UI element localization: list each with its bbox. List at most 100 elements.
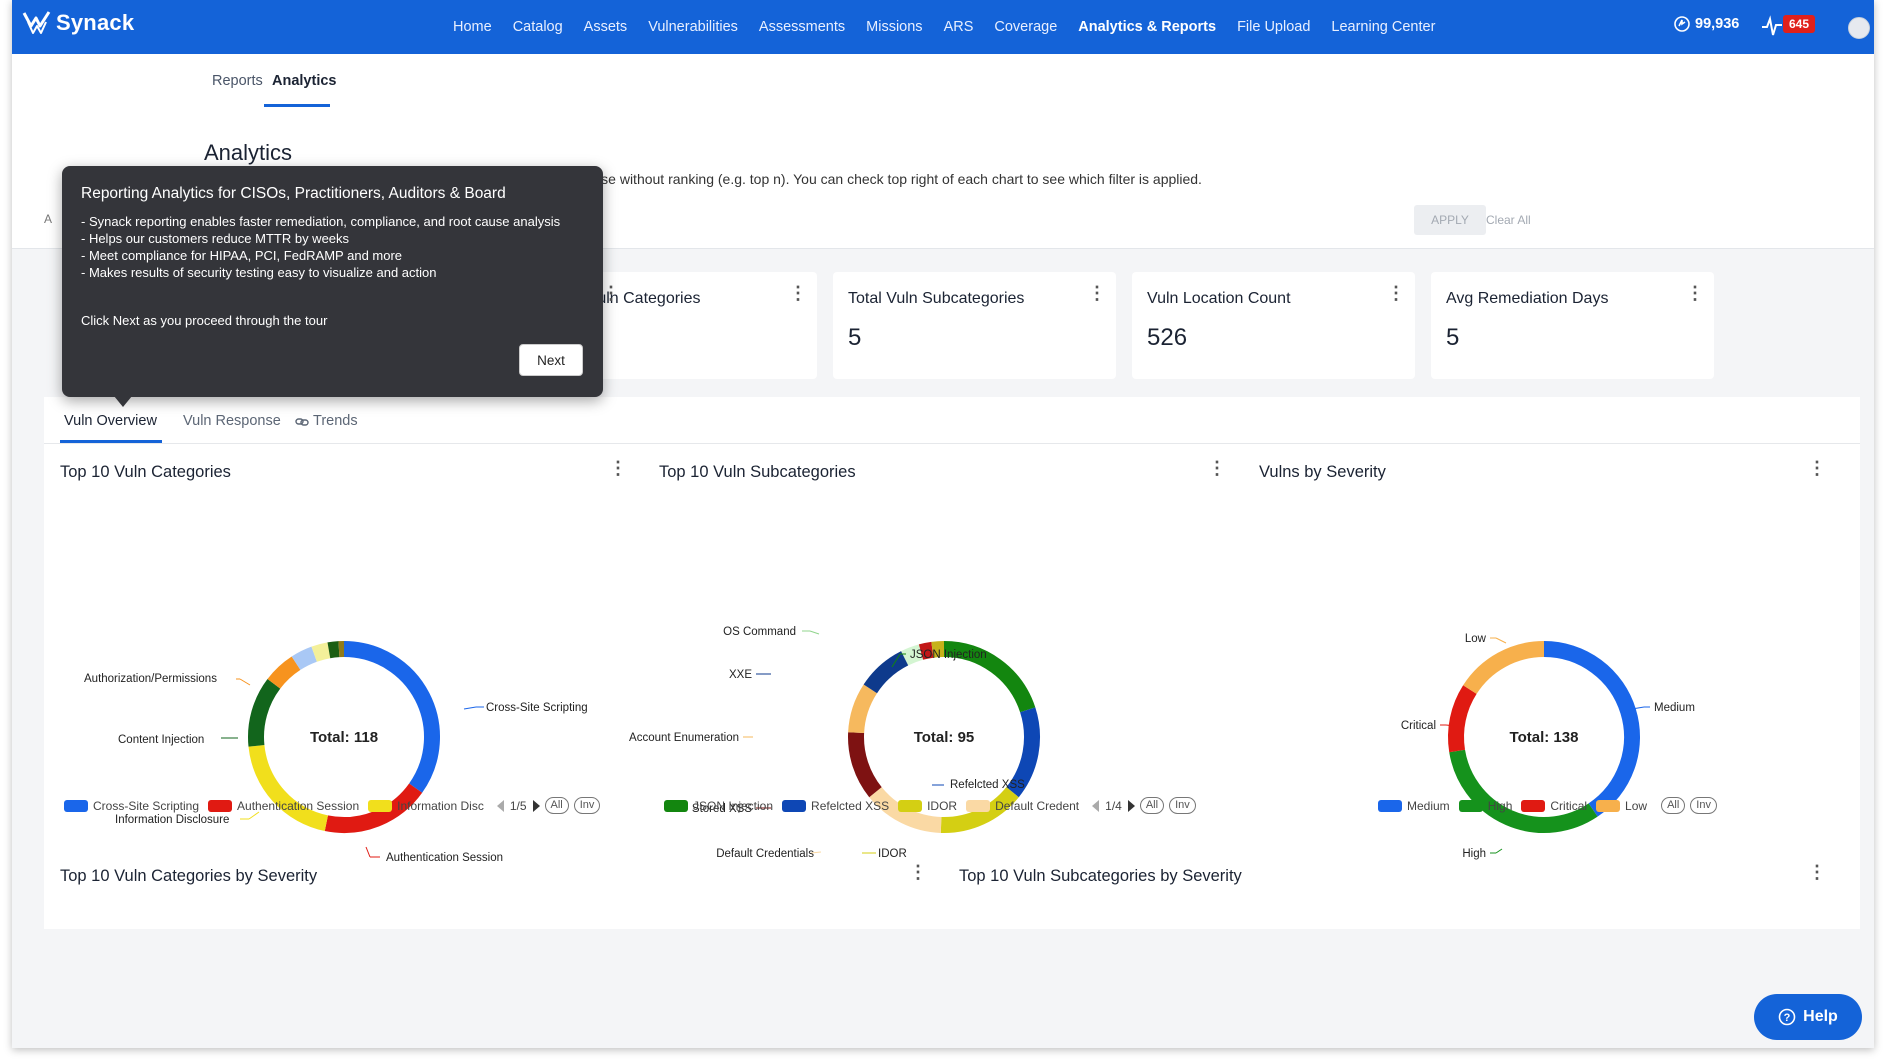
- notification-badge[interactable]: 645: [1783, 15, 1816, 33]
- legend-item[interactable]: Critical: [1521, 799, 1587, 813]
- kebab-menu-icon[interactable]: ⋮: [1387, 283, 1405, 303]
- kpi-value: 526: [1147, 324, 1188, 351]
- legend-item[interactable]: JSON Injection: [664, 799, 773, 813]
- donut-slice-authorization-permissions[interactable]: [267, 656, 301, 689]
- donut-slice-other-5[interactable]: [291, 646, 318, 671]
- donut-slice-cross-site-scripting[interactable]: [343, 641, 440, 793]
- legend-invert-button[interactable]: Inv: [1690, 797, 1717, 814]
- donut-slice-account-enumeration[interactable]: [848, 684, 878, 734]
- donut-slice-os-command[interactable]: [901, 644, 924, 666]
- nav-assets[interactable]: Assets: [583, 19, 628, 35]
- nav-coverage[interactable]: Coverage: [994, 19, 1058, 35]
- legend-item[interactable]: Refelcted XSS: [782, 799, 889, 813]
- donut-chart-vuln-categories: Cross-Site Scripting Authentication Sess…: [84, 640, 588, 864]
- kebab-menu-icon[interactable]: ⋮: [909, 862, 927, 882]
- kebab-menu-icon[interactable]: ⋮: [789, 283, 807, 303]
- kebab-menu-icon[interactable]: ⋮: [602, 284, 620, 302]
- clear-all-link[interactable]: Clear All: [1486, 213, 1531, 227]
- legend-item[interactable]: Cross-Site Scripting: [64, 799, 199, 813]
- nav-analytics-reports[interactable]: Analytics & Reports: [1078, 19, 1217, 35]
- donut-slice-other-8[interactable]: [918, 641, 934, 660]
- prev-page-icon[interactable]: [1092, 799, 1100, 812]
- donut-slice-high[interactable]: [1449, 749, 1598, 833]
- donut-slice-idor[interactable]: [940, 786, 1019, 833]
- donut-slice-default-credentials[interactable]: [869, 786, 942, 833]
- donut-slice-xxe[interactable]: [863, 651, 909, 694]
- slice-label: Authorization/Permissions: [84, 673, 217, 685]
- apply-button[interactable]: APPLY: [1414, 205, 1486, 235]
- legend-all-button[interactable]: All: [544, 797, 569, 814]
- slice-label: Stored XSS: [692, 803, 752, 815]
- tab-vuln-response[interactable]: Vuln Response: [183, 413, 281, 429]
- activity-icon[interactable]: [1762, 14, 1782, 38]
- app-window: Synack Home Catalog Assets Vulnerabiliti…: [12, 0, 1874, 1048]
- synack-logo[interactable]: Synack: [22, 10, 134, 36]
- donut-slice-content-injection[interactable]: [248, 679, 281, 747]
- kebab-menu-icon[interactable]: ⋮: [1208, 458, 1226, 478]
- user-avatar[interactable]: [1848, 17, 1870, 39]
- donut-slice-other-9[interactable]: [931, 641, 945, 658]
- tab-trends[interactable]: Trends: [313, 413, 358, 429]
- donut-slice-json-injection[interactable]: [943, 641, 1036, 713]
- page-indicator: 1/4: [1105, 798, 1122, 813]
- donut-slice-medium[interactable]: [1543, 641, 1640, 817]
- donut-slice-other-7[interactable]: [327, 641, 340, 659]
- nav-catalog[interactable]: Catalog: [512, 19, 563, 35]
- nav-file-upload[interactable]: File Upload: [1237, 19, 1311, 35]
- donut-slice-low[interactable]: [1463, 641, 1545, 695]
- slice-label: High: [1462, 848, 1486, 860]
- points-counter[interactable]: 99,936: [1674, 16, 1739, 32]
- kebab-menu-icon[interactable]: ⋮: [1088, 283, 1106, 303]
- filter-label-fragment: A: [44, 212, 53, 226]
- legend-swatch: [208, 799, 233, 812]
- kpi-title: Avg Remediation Days: [1446, 290, 1609, 307]
- kebab-menu-icon[interactable]: ⋮: [1808, 862, 1826, 882]
- legend-item[interactable]: Default Credent: [966, 799, 1079, 813]
- legend-label: Cross-Site Scripting: [93, 798, 200, 813]
- tab-reports[interactable]: Reports: [212, 73, 263, 89]
- next-page-icon[interactable]: [532, 799, 540, 812]
- legend-invert-button[interactable]: Inv: [1169, 797, 1196, 814]
- legend-item[interactable]: High: [1458, 799, 1512, 813]
- page-title: Analytics: [204, 140, 293, 165]
- chart-title-vuln-subcategories-by-severity: Top 10 Vuln Subcategories by Severity: [959, 867, 1242, 885]
- legend-swatch: [782, 799, 807, 812]
- chart-title-top-vuln-categories: Top 10 Vuln Categories: [60, 463, 231, 481]
- nav-home[interactable]: Home: [453, 19, 492, 35]
- legend-swatch: [966, 799, 991, 812]
- slice-label: IDOR: [878, 848, 907, 860]
- legend-item[interactable]: Authentication Session: [208, 799, 359, 813]
- nav-assessments[interactable]: Assessments: [758, 19, 846, 35]
- nav-ars[interactable]: ARS: [943, 19, 974, 35]
- donut-slice-authentication-session[interactable]: [324, 783, 423, 833]
- legend-invert-button[interactable]: Inv: [573, 797, 601, 814]
- tour-next-button[interactable]: Next: [519, 344, 583, 376]
- prev-page-icon[interactable]: [496, 799, 504, 812]
- nav-learning-center[interactable]: Learning Center: [1331, 19, 1436, 35]
- donut-slice-critical[interactable]: [1448, 685, 1477, 753]
- tab-analytics[interactable]: Analytics: [272, 73, 337, 89]
- next-page-icon[interactable]: [1127, 799, 1135, 812]
- kebab-menu-icon[interactable]: ⋮: [1808, 458, 1826, 478]
- tab-vuln-overview[interactable]: Vuln Overview: [64, 413, 157, 429]
- donut-slice-stored-xss[interactable]: [848, 732, 882, 798]
- donut-slice-other-6[interactable]: [311, 642, 331, 662]
- kebab-menu-icon[interactable]: ⋮: [1686, 283, 1704, 303]
- points-icon: [1674, 16, 1690, 32]
- page-indicator: 1/5: [509, 798, 527, 813]
- legend-item[interactable]: Low: [1596, 799, 1647, 813]
- help-button[interactable]: ? Help: [1754, 994, 1862, 1040]
- kpi-card-total-vuln-subcategories: Total Vuln Subcategories 5 ⋮: [833, 272, 1116, 379]
- legend-item[interactable]: Medium: [1378, 799, 1450, 813]
- legend-all-button[interactable]: All: [1661, 797, 1686, 814]
- legend-vuln-categories: Cross-Site Scripting Authentication Sess…: [64, 797, 601, 814]
- tour-body: - Synack reporting enables faster remedi…: [81, 213, 560, 281]
- legend-all-button[interactable]: All: [1139, 797, 1165, 814]
- kebab-menu-icon[interactable]: ⋮: [609, 458, 627, 478]
- nav-missions[interactable]: Missions: [866, 19, 923, 35]
- donut-slice-refelcted-xss[interactable]: [1006, 707, 1040, 798]
- donut-slice-information-disclosure[interactable]: [248, 744, 329, 832]
- legend-item[interactable]: Information Disc: [368, 799, 484, 813]
- nav-vulnerabilities[interactable]: Vulnerabilities: [648, 19, 738, 35]
- legend-item[interactable]: IDOR: [898, 799, 957, 813]
